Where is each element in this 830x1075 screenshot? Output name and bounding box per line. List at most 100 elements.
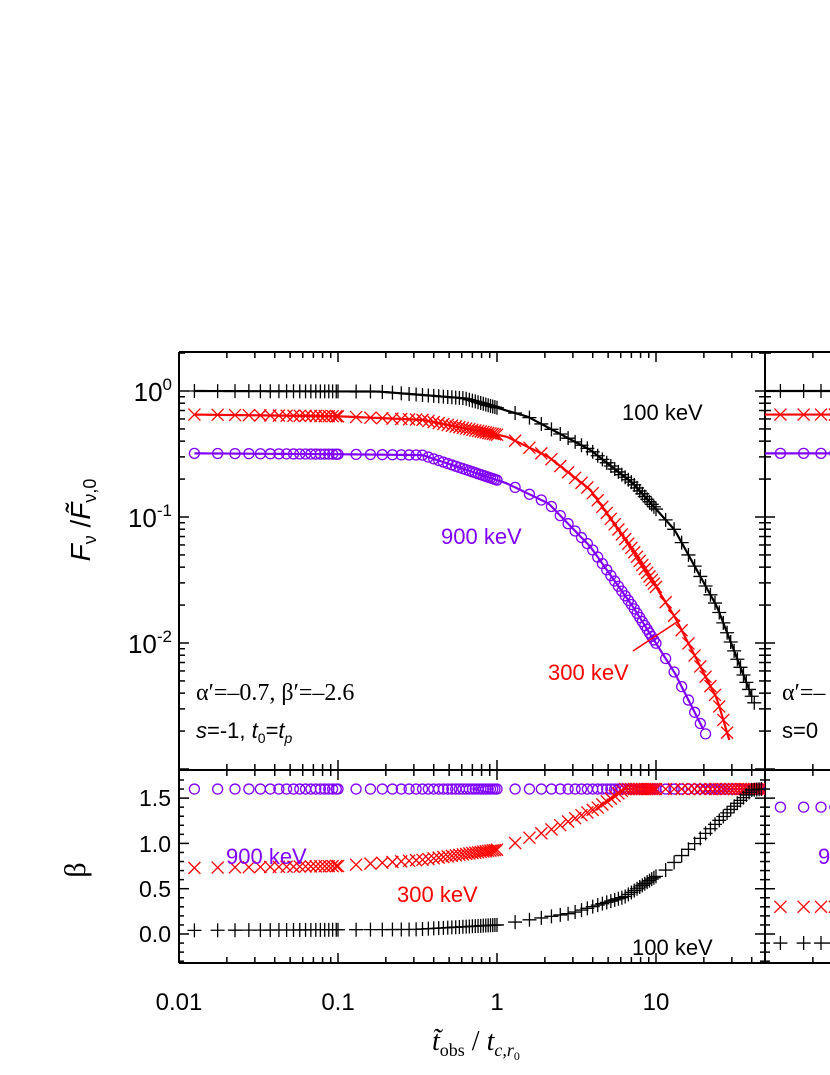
- marker-100kev: [534, 416, 549, 431]
- beta-marker-100kev: [621, 887, 636, 902]
- marker-300kev: [280, 409, 294, 423]
- marker-100kev: [603, 459, 618, 474]
- beta-marker-100kev: [363, 922, 378, 937]
- marker-900kev: [416, 449, 429, 461]
- beta-marker-300kev: [293, 860, 307, 873]
- marker-100kev: [730, 652, 745, 667]
- y-axis-label-beta: β: [59, 862, 92, 877]
- marker-100kev: [649, 502, 663, 517]
- marker-900kev: [211, 447, 224, 460]
- marker-900kev: [280, 448, 293, 460]
- marker-900kev: [264, 448, 276, 460]
- beta-marker-300kev: [688, 782, 702, 796]
- beta-marker-300kev: [645, 782, 659, 796]
- ytick-label-top-0: 100: [134, 375, 172, 407]
- beta-marker-900kev: [676, 783, 688, 795]
- marker-300kev: [441, 418, 455, 432]
- marker-300kev: [703, 679, 717, 693]
- marker-100kev: [736, 667, 751, 682]
- beta-marker-900kev: [460, 783, 472, 795]
- marker-900kev: [386, 449, 399, 461]
- marker-900kev: [364, 448, 377, 461]
- marker-100kev: [375, 384, 390, 399]
- beta-marker-900kev: [332, 783, 344, 795]
- marker-300kev: [708, 688, 722, 702]
- beta-marker-100kev: [553, 907, 568, 922]
- beta-marker-300kev: [699, 782, 713, 796]
- right-beta-marker-2: [774, 801, 787, 813]
- beta-marker-900kev: [535, 783, 547, 795]
- marker-100kev: [720, 625, 735, 640]
- marker-100kev: [727, 643, 742, 658]
- right-marker-2: [797, 447, 810, 460]
- beta-marker-900kev: [395, 783, 407, 795]
- marker-900kev: [350, 448, 362, 461]
- marker-300kev: [699, 670, 713, 684]
- beta-marker-300kev: [416, 853, 429, 867]
- right-marker-0: [796, 384, 811, 398]
- beta-marker-100kev: [614, 890, 629, 905]
- beta-marker-300kev: [604, 792, 618, 806]
- marker-900kev: [491, 474, 503, 486]
- marker-100kev: [681, 547, 696, 562]
- marker-300kev: [375, 411, 389, 425]
- marker-100kev: [574, 438, 589, 453]
- y-axis-label-flux: Fν /F̃ν,0: [65, 479, 100, 562]
- beta-marker-100kev: [349, 922, 364, 937]
- beta-marker-100kev: [618, 889, 633, 904]
- beta-marker-900kev: [463, 783, 475, 795]
- right-beta-marker-0: [813, 936, 828, 951]
- beta-marker-900kev: [326, 783, 339, 795]
- marker-900kev: [535, 494, 547, 506]
- beta-marker-900kev: [731, 783, 744, 795]
- marker-100kev: [459, 391, 474, 406]
- marker-100kev: [739, 675, 754, 690]
- marker-100kev: [712, 605, 727, 620]
- marker-100kev: [522, 410, 537, 425]
- beta-marker-100kev: [723, 802, 738, 817]
- marker-100kev: [544, 422, 559, 437]
- right-marker-0: [813, 384, 828, 398]
- marker-300kev: [522, 441, 536, 455]
- ytick-label-bottom-1: 0.5: [139, 876, 171, 902]
- marker-900kev: [319, 448, 331, 460]
- right-parameter-annotation-1: α′=–: [782, 680, 826, 706]
- xtick-label-0: 0.01: [156, 989, 203, 1016]
- xtick-label-3: 10: [643, 989, 670, 1016]
- beta-marker-100kev: [730, 796, 745, 811]
- beta-marker-900kev: [575, 783, 588, 795]
- marker-300kev: [681, 636, 695, 650]
- marker-300kev: [647, 577, 661, 590]
- marker-300kev: [228, 408, 242, 422]
- beta-marker-300kev: [681, 782, 695, 796]
- label-300kev-bottom: 300 keV: [397, 882, 478, 907]
- marker-100kev: [468, 394, 483, 409]
- marker-900kev: [273, 448, 285, 460]
- marker-100kev: [462, 392, 477, 407]
- marker-900kev: [601, 564, 613, 576]
- marker-300kev: [553, 459, 567, 473]
- right-beta-marker-1: [814, 900, 828, 914]
- marker-900kev: [243, 448, 255, 460]
- beta-marker-900kev: [188, 783, 201, 795]
- marker-300kev: [667, 609, 681, 623]
- beta-marker-300kev: [568, 811, 582, 825]
- marker-900kev: [428, 453, 440, 465]
- marker-300kev: [490, 428, 504, 442]
- marker-300kev: [187, 408, 201, 422]
- beta-marker-100kev: [681, 842, 696, 857]
- marker-300kev: [633, 554, 647, 568]
- right-marker-1: [773, 408, 787, 422]
- beta-marker-100kev: [210, 923, 225, 938]
- beta-marker-100kev: [561, 906, 576, 921]
- marker-900kev: [410, 449, 422, 461]
- beta-marker-300kev: [375, 856, 389, 870]
- beta-marker-900kev: [596, 783, 609, 795]
- marker-900kev: [323, 448, 335, 460]
- marker-100kev: [385, 385, 400, 400]
- beta-marker-300kev: [488, 843, 502, 857]
- marker-100kev: [624, 475, 639, 490]
- beta-marker-300kev: [421, 852, 435, 866]
- marker-100kev: [733, 660, 748, 675]
- marker-300kev: [508, 434, 522, 448]
